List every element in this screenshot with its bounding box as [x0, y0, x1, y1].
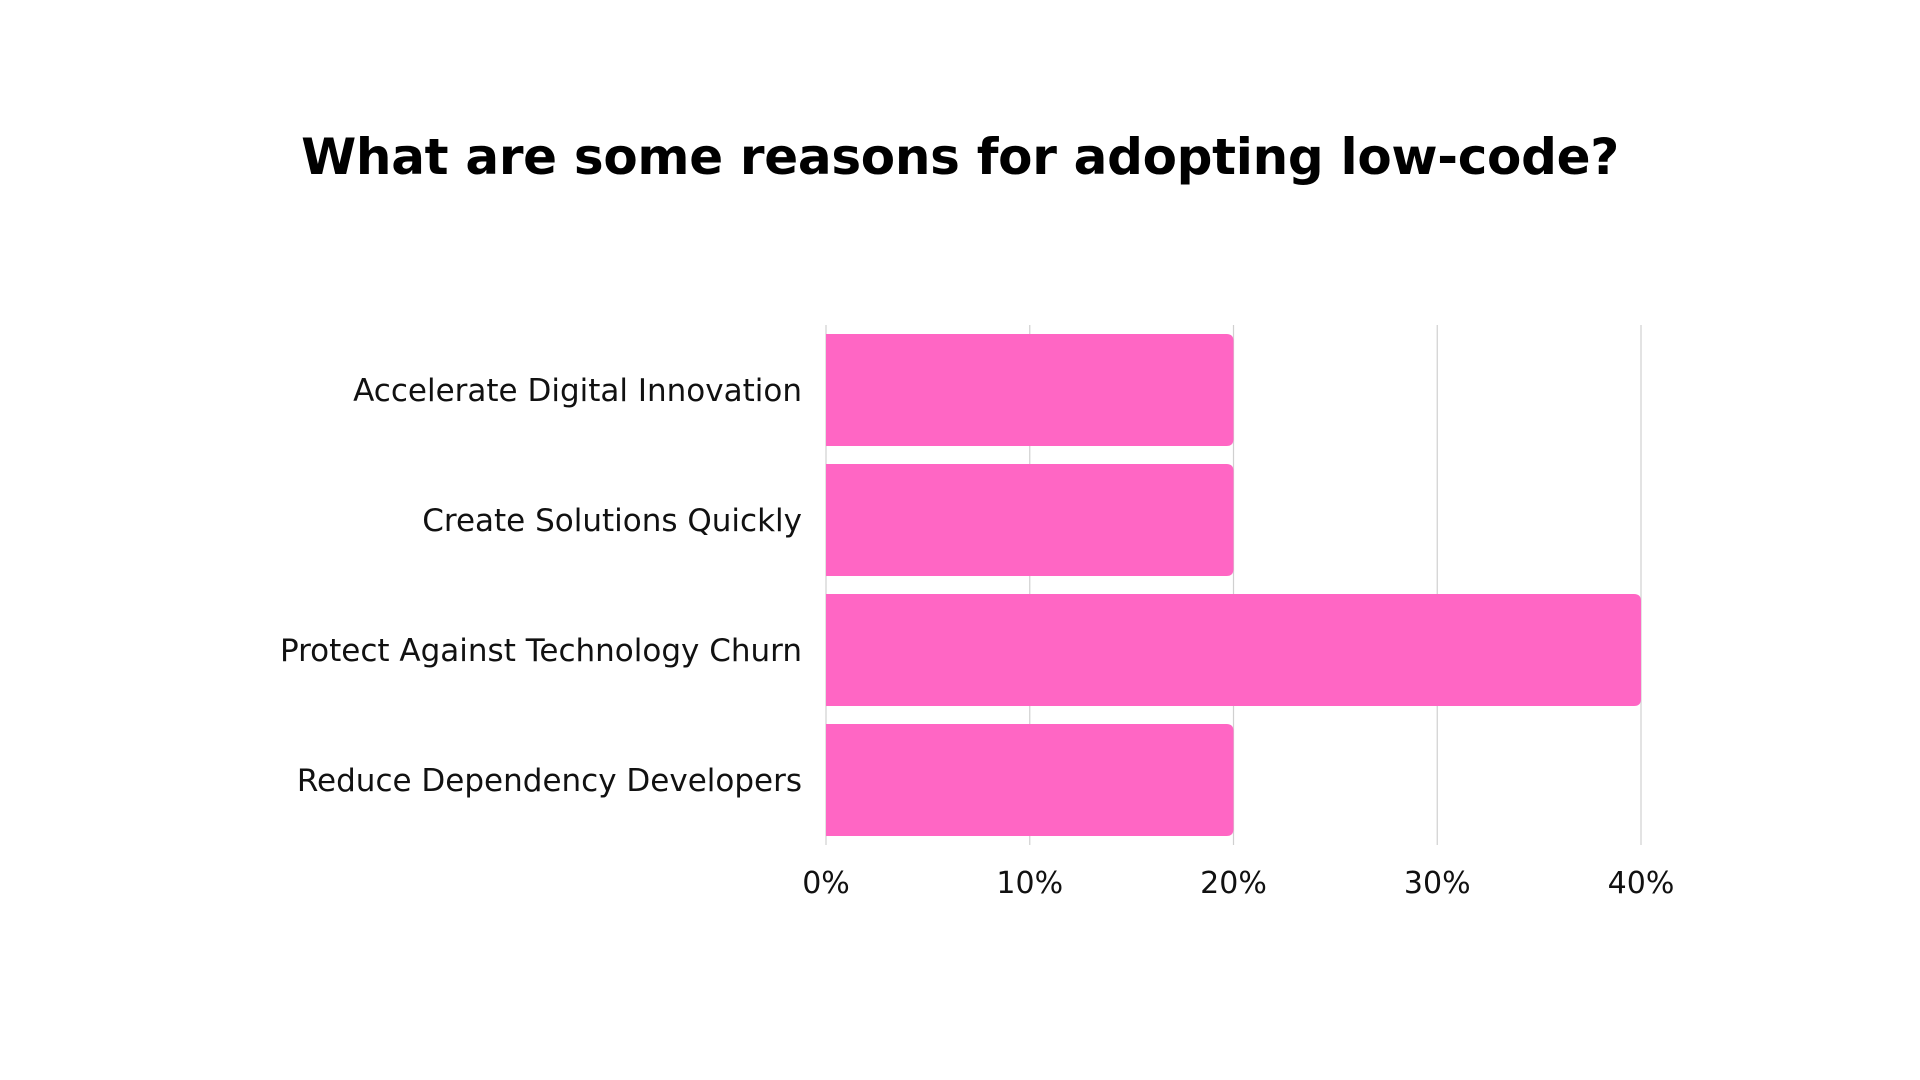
x-tick-label-10: 10%	[996, 866, 1063, 901]
category-label-3: Protect Against Technology Churn	[280, 633, 802, 669]
x-tick-label-30: 30%	[1404, 866, 1471, 901]
category-labels: Accelerate Digital Innovation Create Solu…	[280, 373, 802, 799]
category-label-4: Reduce Dependency Developers	[297, 763, 802, 799]
x-tick-label-0: 0%	[802, 866, 850, 901]
x-tick-labels: 0% 10% 20% 30% 40%	[802, 866, 1674, 901]
bar-2	[826, 464, 1234, 576]
bar-1	[826, 334, 1234, 446]
x-tick-label-40: 40%	[1608, 866, 1675, 901]
bar-4	[826, 724, 1234, 836]
category-label-2: Create Solutions Quickly	[422, 503, 802, 539]
x-tick-label-20: 20%	[1200, 866, 1267, 901]
bars	[826, 334, 1641, 836]
bar-3	[826, 594, 1641, 706]
chart-title: What are some reasons for adopting low-c…	[301, 128, 1619, 186]
category-label-1: Accelerate Digital Innovation	[353, 373, 802, 409]
